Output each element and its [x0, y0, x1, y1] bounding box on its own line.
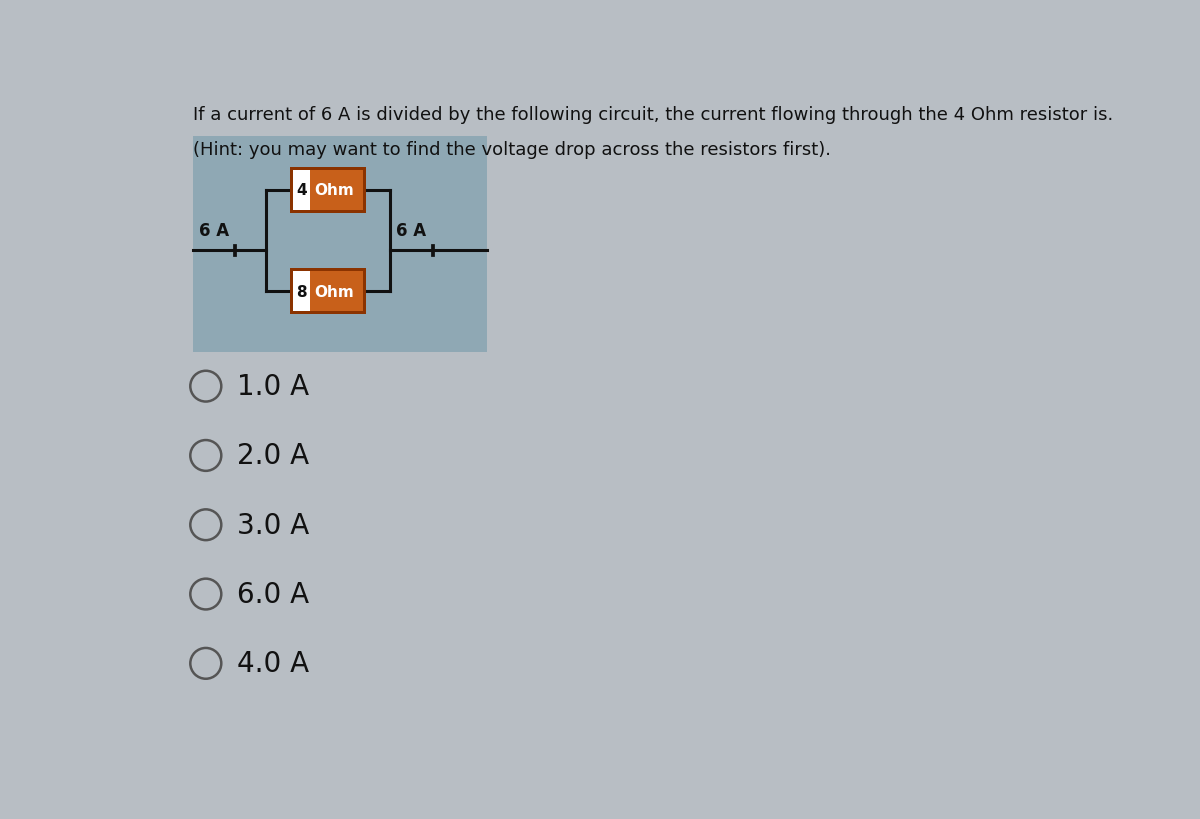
Text: 2.0 A: 2.0 A	[236, 442, 308, 470]
Bar	[293, 170, 364, 210]
Bar	[290, 168, 366, 214]
Text: 6 A: 6 A	[396, 221, 426, 239]
Text: Ohm: Ohm	[314, 183, 354, 198]
Text: 1.0 A: 1.0 A	[236, 373, 308, 400]
Text: 6 A: 6 A	[199, 221, 229, 239]
Text: Ohm: Ohm	[314, 284, 354, 299]
Text: (Hint: you may want to find the voltage drop across the resistors first).: (Hint: you may want to find the voltage …	[193, 141, 830, 159]
Text: 3.0 A: 3.0 A	[236, 511, 310, 539]
Text: 4.0 A: 4.0 A	[236, 649, 308, 677]
Text: If a current of 6 A is divided by the following circuit, the current flowing thr: If a current of 6 A is divided by the fo…	[193, 106, 1112, 124]
Bar	[293, 272, 311, 312]
Text: 4: 4	[296, 183, 307, 198]
Bar	[193, 137, 487, 352]
Text: 8: 8	[296, 284, 307, 299]
Bar	[293, 272, 364, 312]
Bar	[290, 269, 366, 314]
Text: 6.0 A: 6.0 A	[236, 581, 308, 609]
Bar	[293, 170, 311, 210]
